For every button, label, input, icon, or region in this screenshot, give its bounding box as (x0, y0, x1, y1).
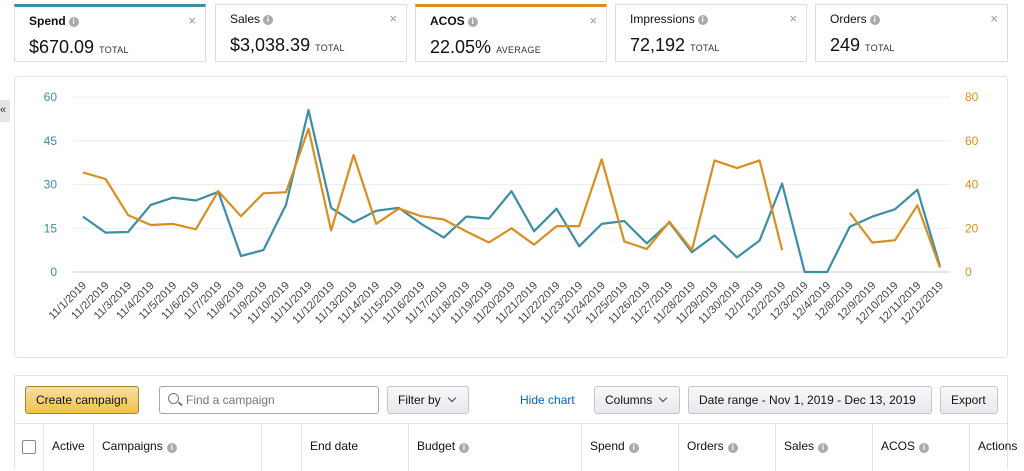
export-button[interactable]: Export (940, 386, 998, 414)
filter-by-dropdown[interactable]: Filter by (387, 386, 469, 414)
metric-value: $3,038.39 TOTAL (230, 35, 345, 55)
left-axis-tick: 60 (44, 90, 58, 104)
metric-card-orders[interactable]: Orders i × 249 TOTAL (815, 4, 1008, 62)
search-icon (168, 393, 179, 404)
left-axis-tick: 0 (50, 265, 57, 279)
left-axis-tick: 15 (44, 221, 58, 235)
metric-name: Spend i (29, 14, 79, 28)
metric-sub: AVERAGE (496, 45, 542, 55)
spend-series-line (82, 109, 942, 274)
metric-card-acos[interactable]: ACOS i × 22.05% AVERAGE (415, 4, 607, 62)
column-label: Orders (687, 439, 724, 453)
column-header-campaigns[interactable]: Campaigns i (94, 424, 262, 471)
close-icon[interactable]: × (789, 11, 797, 26)
metric-value: 249 TOTAL (830, 35, 895, 55)
column-header-acos[interactable]: ACOS i (873, 424, 970, 471)
column-header-sales[interactable]: Sales i (776, 424, 873, 471)
column-header-spend[interactable]: Spend i (582, 424, 679, 471)
info-icon[interactable]: i (869, 15, 880, 25)
metric-name: ACOS i (430, 14, 478, 28)
date-range-button[interactable]: Date range - Nov 1, 2019 - Dec 13, 2019 (688, 386, 932, 414)
info-icon[interactable]: i (628, 443, 639, 453)
column-header-orders[interactable]: Orders i (679, 424, 776, 471)
metric-name: Sales i (230, 12, 274, 26)
acos-series-line (82, 127, 942, 268)
column-label: ACOS (881, 439, 916, 453)
column-header-budget[interactable]: Budget i (409, 424, 582, 471)
close-icon[interactable]: × (389, 11, 397, 26)
column-label: Active (52, 439, 85, 453)
metric-sub: TOTAL (865, 43, 895, 53)
right-axis-tick: 60 (965, 134, 979, 148)
close-icon[interactable]: × (990, 11, 998, 26)
metric-value: 22.05% AVERAGE (430, 37, 542, 57)
metric-name: Orders i (830, 12, 880, 26)
filter-label: Filter by (398, 393, 441, 407)
column-label: End date (310, 439, 359, 453)
columns-dropdown[interactable]: Columns (594, 386, 680, 414)
info-icon[interactable]: i (697, 15, 708, 25)
metric-card-sales[interactable]: Sales i × $3,038.39 TOTAL (215, 4, 407, 62)
chevron-down-icon (447, 393, 456, 403)
metric-sub: TOTAL (315, 43, 345, 53)
column-label: Sales (784, 439, 815, 453)
right-axis-tick: 80 (965, 90, 979, 104)
metric-sub: TOTAL (99, 45, 129, 55)
info-icon[interactable]: i (467, 17, 478, 27)
performance-chart: 60 80 45 60 30 40 15 20 0 0 11/1/2019 11/2/2019 11/3… (14, 76, 1008, 358)
select-all-checkbox[interactable] (22, 440, 36, 454)
column-header-actions[interactable]: Actions (970, 424, 1017, 471)
info-icon[interactable]: i (459, 443, 470, 453)
metric-sub: TOTAL (690, 43, 720, 53)
metric-card-impressions[interactable]: Impressions i × 72,192 TOTAL (615, 4, 807, 62)
search-box[interactable] (159, 386, 379, 414)
info-icon[interactable]: i (818, 443, 829, 453)
campaign-toolbar: Create campaign Filter by Hide chart Col… (14, 375, 1017, 471)
hide-chart-link[interactable]: Hide chart (520, 393, 575, 407)
column-label: Actions (978, 439, 1018, 453)
close-icon[interactable]: × (188, 13, 196, 28)
create-campaign-button[interactable]: Create campaign (25, 386, 139, 414)
columns-label: Columns (605, 393, 653, 407)
chevron-down-icon (659, 393, 668, 403)
column-header-active[interactable]: Active (44, 424, 94, 471)
right-axis-tick: 20 (965, 221, 979, 235)
metric-card-spend[interactable]: Spend i × $670.09 TOTAL (14, 4, 206, 62)
column-header-end-date[interactable]: End date (302, 424, 409, 471)
right-axis-tick: 0 (965, 265, 972, 279)
table-header: Active Campaigns i End date Budget i Spend i Ord… (15, 423, 1017, 471)
close-icon[interactable]: × (589, 13, 597, 28)
metric-value: 72,192 TOTAL (630, 35, 720, 55)
metric-value: $670.09 TOTAL (29, 37, 129, 57)
info-icon[interactable]: i (68, 17, 79, 27)
search-input[interactable] (186, 391, 371, 409)
column-label: Campaigns (102, 439, 163, 453)
double-chevron-left-icon[interactable]: « (0, 100, 10, 122)
column-label: Spend (590, 439, 625, 453)
column-header-blank (262, 424, 302, 471)
info-icon[interactable]: i (919, 443, 930, 453)
metric-cards: Spend i × $670.09 TOTAL Sales i × $3,038.39… (14, 4, 1008, 62)
column-label: Budget (417, 439, 456, 453)
select-all-cell (15, 424, 44, 471)
info-icon[interactable]: i (166, 443, 177, 453)
info-icon[interactable]: i (727, 443, 738, 453)
right-axis-tick: 40 (965, 178, 979, 192)
left-axis-tick: 30 (44, 178, 58, 192)
info-icon[interactable]: i (263, 15, 274, 25)
left-axis-tick: 45 (44, 134, 58, 148)
metric-name: Impressions i (630, 12, 708, 26)
